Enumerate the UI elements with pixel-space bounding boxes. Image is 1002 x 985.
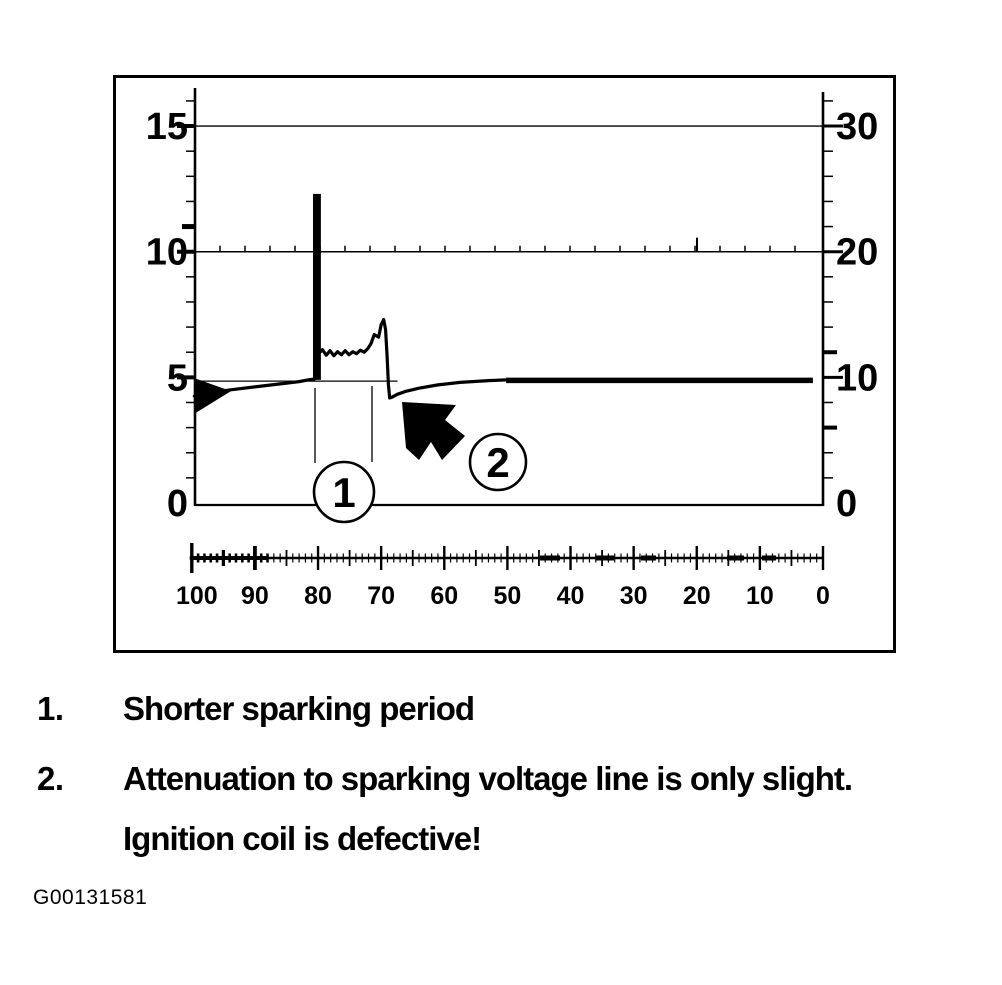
right-axis: 0 10 20 30	[821, 92, 878, 525]
svg-text:0: 0	[167, 483, 188, 525]
svg-text:10: 10	[146, 232, 188, 274]
callout-marker-2: 2	[468, 432, 528, 492]
svg-text:30: 30	[836, 106, 878, 148]
gridlines	[195, 125, 823, 253]
svg-text:10: 10	[746, 582, 774, 610]
svg-text:60: 60	[430, 582, 458, 610]
bottom-ruler: 100 90 80 70 60 50 40 30 20 10 0	[176, 543, 830, 610]
svg-text:50: 50	[493, 582, 521, 610]
svg-text:20: 20	[836, 232, 878, 274]
svg-text:15: 15	[146, 106, 188, 148]
callout-2-text-line2: Ignition coil is defective!	[123, 820, 482, 857]
svg-text:90: 90	[241, 582, 269, 610]
callout-2-number: 2.	[37, 760, 64, 797]
svg-text:2: 2	[486, 439, 509, 486]
svg-text:5: 5	[167, 357, 188, 399]
callout-marker-1: 1	[312, 460, 376, 524]
svg-text:0: 0	[816, 582, 830, 610]
callout-2-text: Attenuation to sparking voltage line is …	[123, 760, 853, 797]
pointer-arrow	[402, 402, 465, 460]
figure-id: G00131581	[33, 886, 148, 909]
callout-1-number: 1.	[37, 690, 64, 727]
svg-text:80: 80	[304, 582, 332, 610]
svg-text:100: 100	[176, 582, 218, 610]
svg-text:20: 20	[683, 582, 711, 610]
svg-text:40: 40	[557, 582, 585, 610]
svg-text:70: 70	[367, 582, 395, 610]
sparking-period-brackets	[314, 386, 373, 463]
svg-text:0: 0	[836, 483, 857, 525]
waveform	[192, 193, 813, 414]
left-axis: 0 5 10 15	[146, 88, 197, 525]
callout-1-text: Shorter sparking period	[123, 690, 475, 727]
svg-text:10: 10	[836, 357, 878, 399]
svg-text:1: 1	[332, 469, 355, 516]
svg-text:30: 30	[620, 582, 648, 610]
